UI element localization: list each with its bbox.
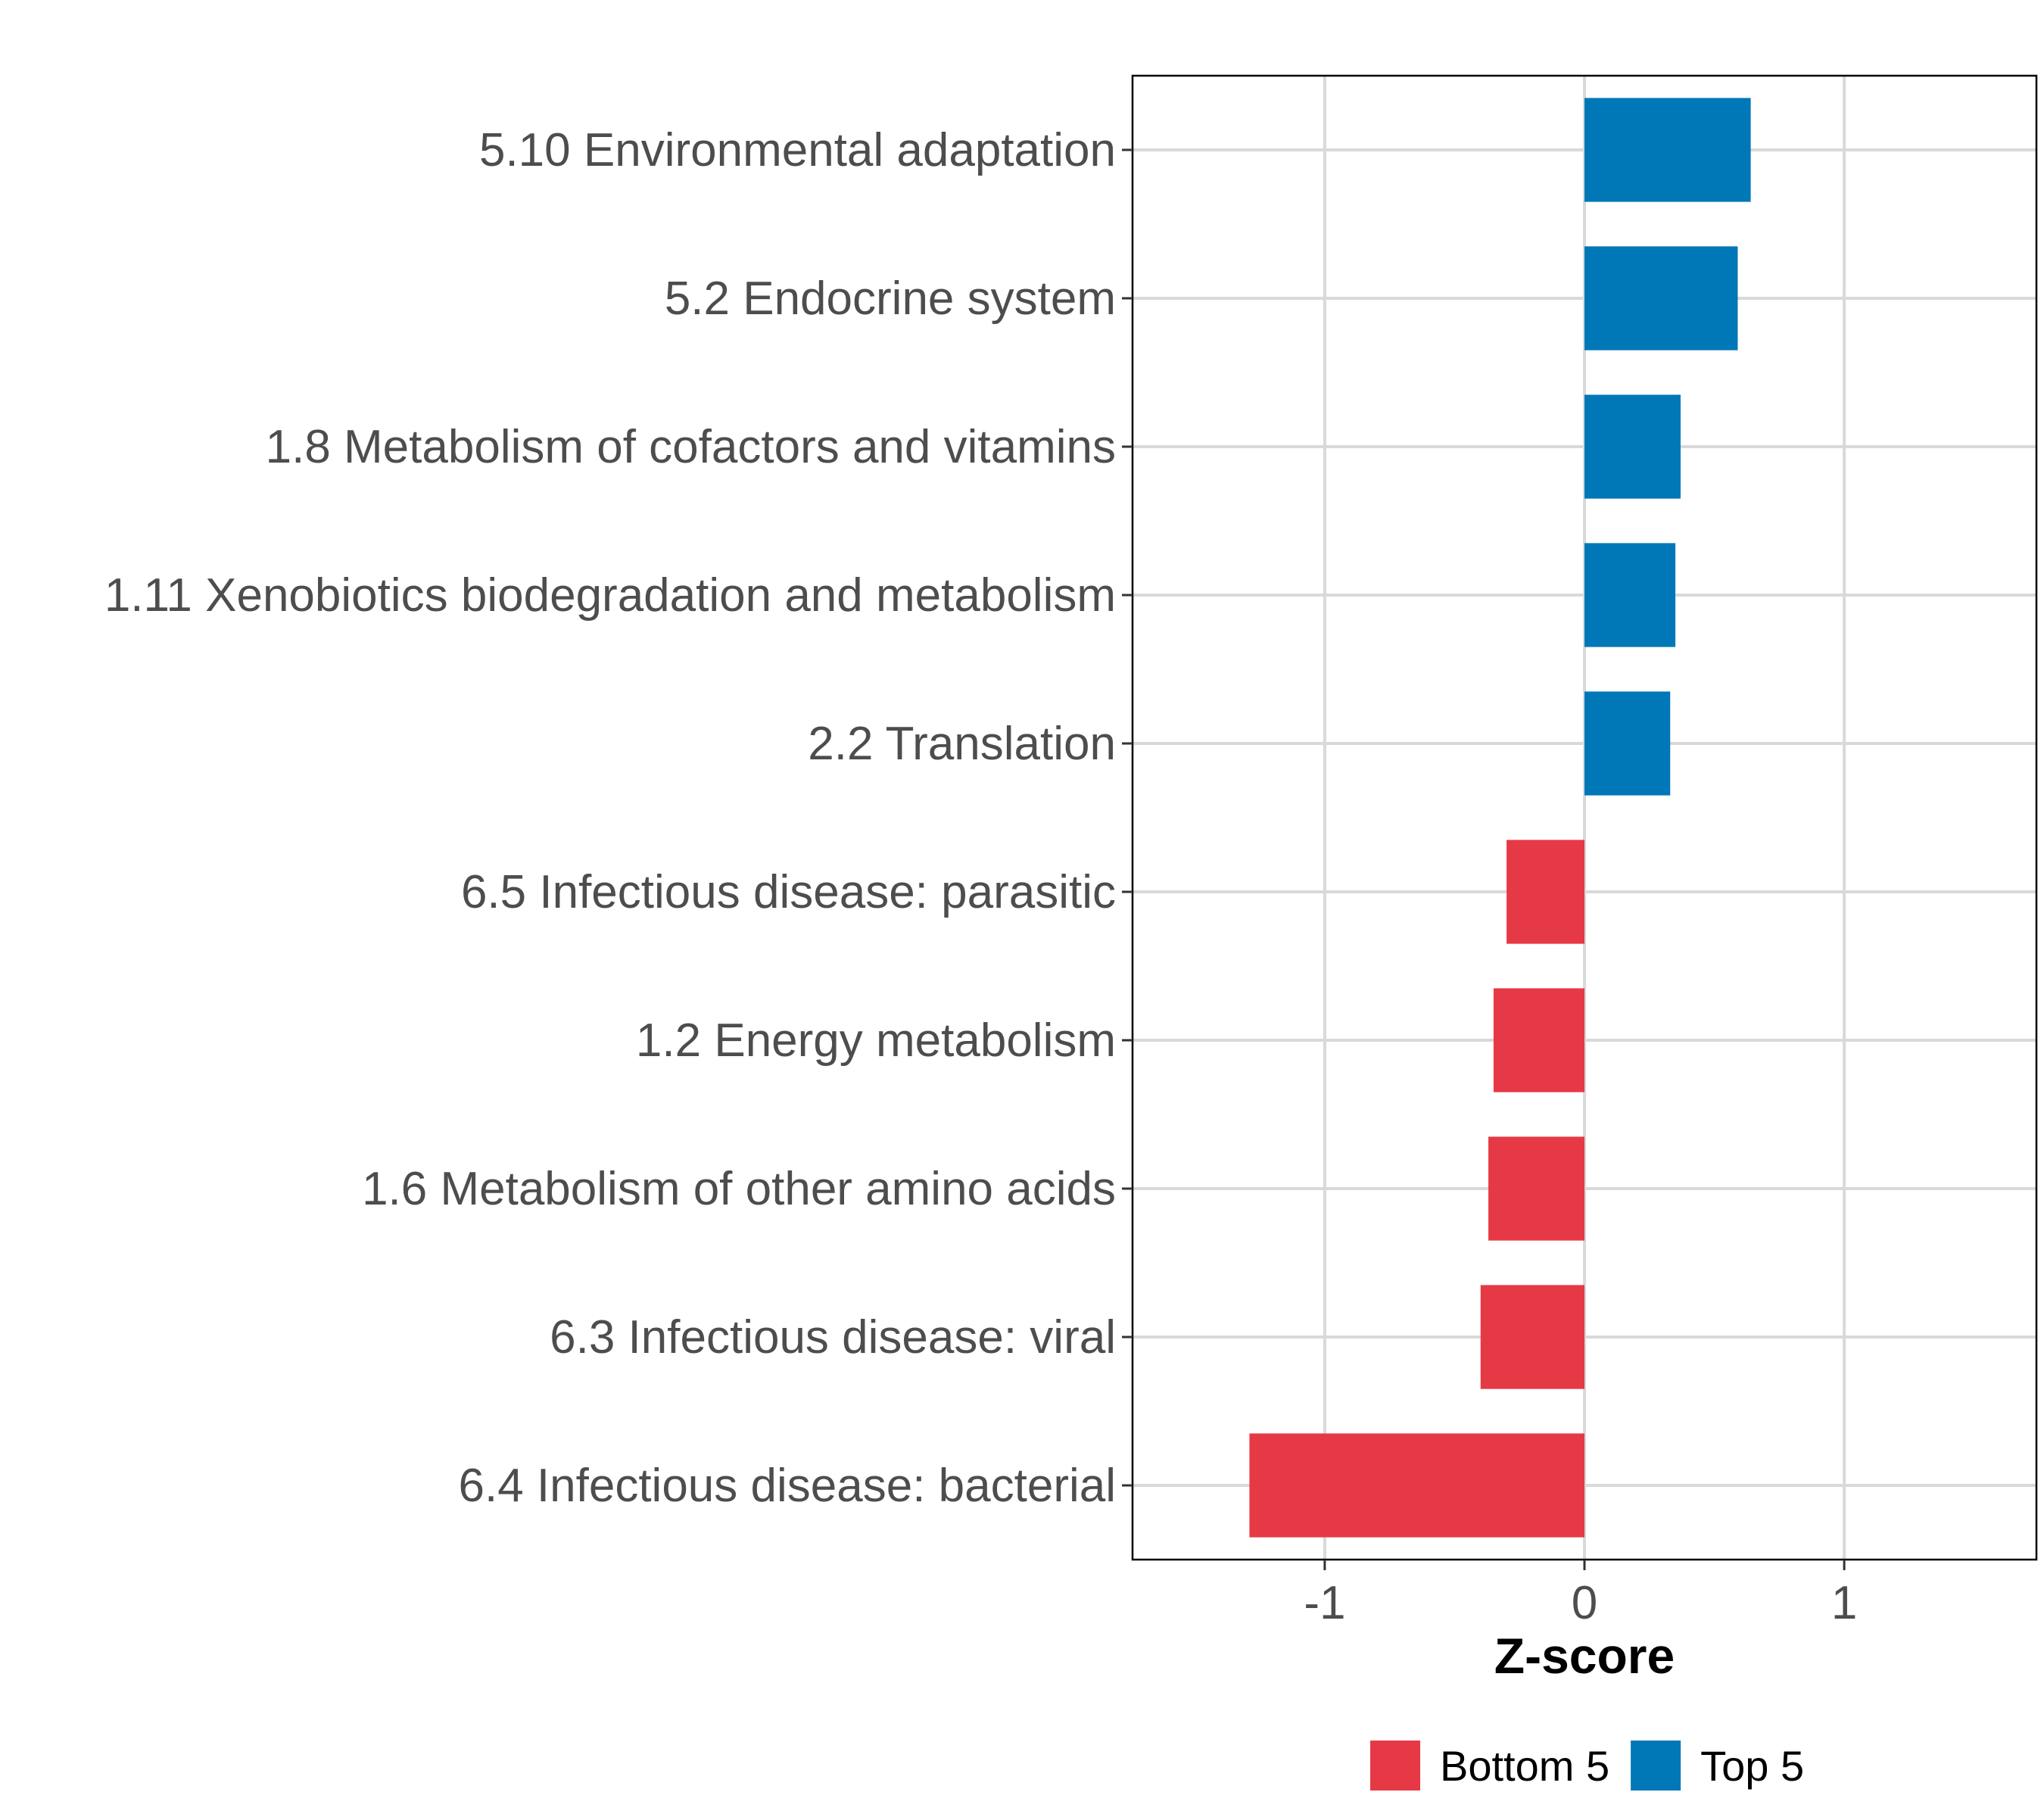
bar	[1480, 1285, 1584, 1389]
bar	[1507, 840, 1584, 944]
bar	[1584, 98, 1751, 202]
y-tick-label: 5.2 Endocrine system	[665, 273, 1116, 325]
y-tick-label: 2.2 Translation	[808, 718, 1116, 770]
legend-swatch	[1370, 1741, 1420, 1791]
y-tick-label: 6.5 Infectious disease: parasitic	[461, 866, 1116, 918]
x-tick-label: 1	[1831, 1577, 1857, 1629]
bar	[1488, 1136, 1584, 1241]
y-tick-label: 1.11 Xenobiotics biodegradation and meta…	[104, 569, 1116, 622]
bar	[1249, 1433, 1584, 1538]
bar	[1584, 246, 1738, 351]
y-tick-label: 6.4 Infectious disease: bacterial	[458, 1460, 1116, 1512]
y-tick-label: 6.3 Infectious disease: viral	[550, 1311, 1116, 1364]
x-axis-labels: -1 0 1	[1304, 1560, 1857, 1629]
y-tick-label: 1.6 Metabolism of other amino acids	[362, 1163, 1116, 1215]
y-tick-label: 5.10 Environmental adaptation	[479, 124, 1116, 176]
x-axis-title: Z-score	[1494, 1628, 1675, 1684]
legend-label: Top 5	[1700, 1742, 1804, 1790]
y-tick-label: 1.2 Energy metabolism	[636, 1014, 1116, 1067]
x-tick-label: -1	[1304, 1577, 1345, 1629]
bar	[1584, 543, 1676, 647]
bar	[1584, 394, 1681, 499]
bars	[1249, 98, 1751, 1538]
y-tick-label: 1.8 Metabolism of cofactors and vitamins	[266, 421, 1116, 473]
bar	[1584, 691, 1671, 796]
x-tick-label: 0	[1572, 1577, 1597, 1629]
legend: Bottom 5 Top 5	[1370, 1741, 1804, 1791]
bar	[1493, 988, 1584, 1092]
legend-label: Bottom 5	[1440, 1742, 1609, 1790]
legend-swatch	[1631, 1741, 1681, 1791]
y-axis-labels: 5.10 Environmental adaptation 5.2 Endocri…	[104, 124, 1133, 1512]
